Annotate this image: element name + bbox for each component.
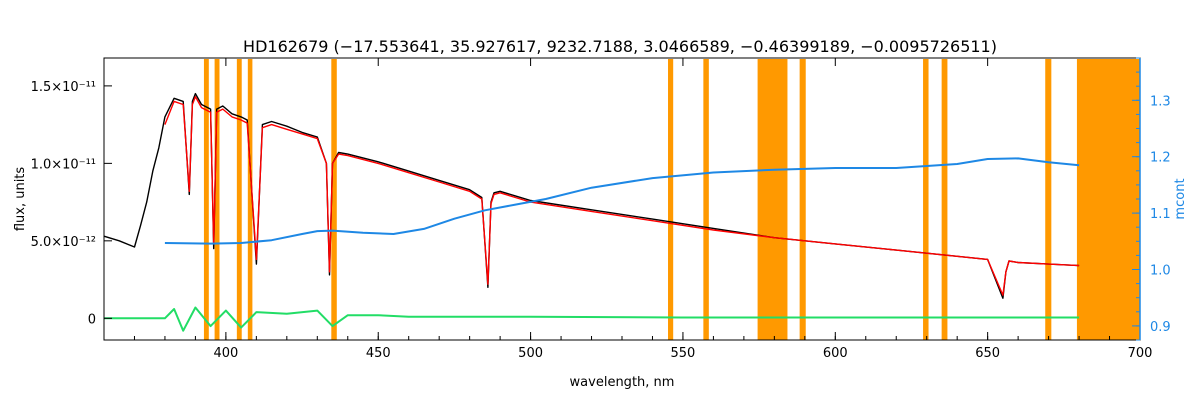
x-tick-label-2: 500 [518,346,543,361]
axis-ticks: 400 450 500 550 600 650 700 0 5.0×10⁻¹² 1.0×10⁻¹¹… [31,57,1171,361]
masked-band-10 [941,59,948,340]
masked-band-2 [236,59,242,340]
y2-tick-label-0: 0.9 [1150,320,1171,335]
y-tick-label-2: 1.0×10⁻¹¹ [31,157,96,172]
y2-tick-label-2: 1.1 [1150,207,1171,222]
masked-band-0 [203,59,209,340]
masked-band-4 [331,59,337,340]
masked-band-3 [247,59,253,340]
series-line-3 [104,306,1080,332]
masked-bands [203,59,1140,340]
x-axis-label: wavelength, nm [570,375,675,390]
series-line-1 [164,95,1080,296]
series-lines [103,92,1080,332]
x-tick-label-4: 600 [823,346,848,361]
x-tick-label-5: 650 [975,346,1000,361]
masked-band-12 [1076,59,1140,340]
y2-axis-label: mcont [1173,178,1188,219]
chart-title: HD162679 (−17.553641, 35.927617, 9232.71… [243,37,997,56]
masked-band-9 [923,59,929,340]
masked-band-11 [1045,59,1052,340]
masked-band-7 [757,59,788,340]
x-tick-label-3: 550 [671,346,696,361]
x-tick-label-6: 700 [1128,346,1153,361]
x-tick-label-0: 400 [213,346,238,361]
y-tick-label-0: 0 [88,312,96,327]
masked-band-8 [799,59,806,340]
y-tick-label-3: 1.5×10⁻¹¹ [31,80,96,95]
y2-tick-label-3: 1.2 [1150,151,1171,166]
y2-tick-label-4: 1.3 [1150,94,1171,109]
masked-band-5 [668,59,674,340]
masked-band-6 [703,59,709,340]
masked-band-1 [214,59,220,340]
y2-tick-label-1: 1.0 [1150,264,1171,279]
x-tick-label-1: 450 [366,346,391,361]
y-axis-label: flux, units [13,167,28,232]
y-tick-label-1: 5.0×10⁻¹² [31,235,96,250]
series-line-2 [164,157,1080,245]
